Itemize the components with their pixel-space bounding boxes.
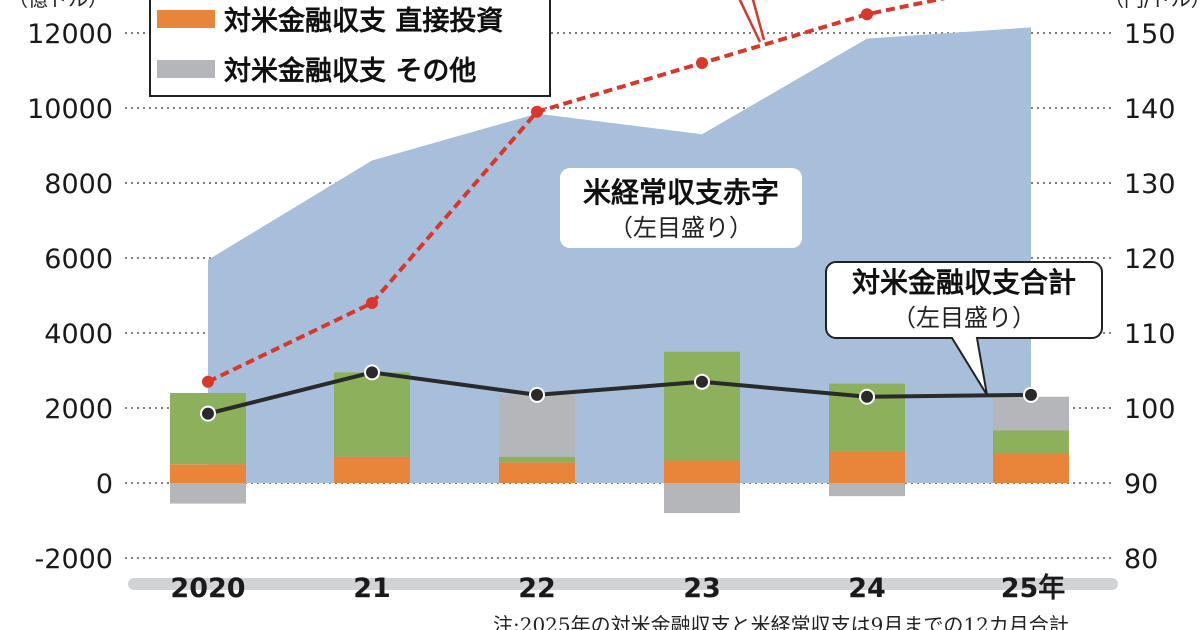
bar-segment (664, 351, 740, 461)
deficit-annotation: 米経常収支赤字 （左目盛り） (560, 168, 802, 248)
right-tick-label: 140 (1124, 94, 1176, 125)
category-label: 25年 (1001, 572, 1066, 604)
bar-segment (993, 453, 1069, 483)
bar-segment (499, 394, 575, 457)
left-tick-label: 2000 (44, 394, 113, 425)
bar-segment (499, 462, 575, 483)
legend-swatch-other (157, 60, 215, 78)
yen-dollar-line (202, 0, 946, 388)
right-tick-label: 90 (1124, 469, 1158, 500)
yen-line-point (202, 375, 214, 388)
yen-line-point (696, 57, 708, 69)
yen-label-pointer (738, 0, 766, 43)
right-tick-label: 110 (1124, 319, 1176, 350)
category-label: 21 (353, 573, 391, 604)
stacked-bars (170, 351, 1069, 513)
legend-label-other: 対米金融収支 その他 (224, 55, 476, 87)
legend-swatch-direct (157, 10, 215, 28)
yen-line-point (366, 297, 378, 309)
total-line-point (364, 364, 380, 381)
yen-line-point (861, 8, 873, 21)
left-axis-unit: （億ドル） (8, 0, 108, 11)
bar-segment (993, 430, 1069, 453)
bar-segment (664, 460, 740, 483)
right-tick-label: 130 (1124, 169, 1176, 200)
left-tick-label: -2000 (35, 544, 113, 575)
category-band: 2020 21 22 23 24 25年 (128, 572, 1118, 604)
right-tick-label: 150 (1124, 19, 1176, 50)
left-axis: 12000 10000 8000 6000 4000 2000 0 -2000 (27, 19, 113, 575)
total-annotation-title: 対米金融収支合計 (852, 266, 1076, 299)
total-line-point (200, 405, 216, 422)
bar-segment (170, 393, 246, 465)
category-label: 22 (518, 573, 556, 604)
category-label: 24 (848, 573, 886, 604)
total-line-point (529, 386, 545, 403)
total-line-point (859, 388, 875, 405)
total-line-point (1023, 386, 1039, 403)
total-annotation-callout (825, 261, 1103, 396)
left-tick-label: 6000 (44, 244, 113, 275)
category-band-bar (128, 578, 1118, 590)
legend: 対米金融収支 直接投資 対米金融収支 その他 (149, 0, 551, 97)
yen-line-path (207, 0, 946, 384)
bar-segment (499, 456, 575, 463)
left-tick-label: 0 (96, 469, 113, 500)
left-tick-label: 4000 (44, 319, 113, 350)
right-tick-label: 80 (1124, 544, 1158, 575)
deficit-annotation-title: 米経常収支赤字 (583, 176, 779, 209)
category-label: 23 (683, 573, 721, 604)
right-axis: 150 140 130 120 110 100 90 80 (1124, 19, 1176, 575)
bar-segment (170, 464, 246, 483)
deficit-annotation-sub: （左目盛り） (609, 214, 753, 242)
deficit-annotation-box (560, 168, 802, 248)
bar-segment (664, 483, 740, 513)
total-line (200, 364, 1039, 422)
legend-box (149, 0, 551, 97)
yen-line-point (531, 105, 543, 118)
right-tick-label: 100 (1124, 394, 1176, 425)
legend-label-direct: 対米金融収支 直接投資 (224, 5, 503, 37)
total-line-path (207, 370, 1032, 416)
bar-segment (334, 456, 410, 483)
current-account-deficit-area (208, 27, 1031, 483)
left-tick-label: 10000 (27, 94, 113, 125)
right-tick-label: 120 (1124, 244, 1176, 275)
left-tick-label: 8000 (44, 169, 113, 200)
bar-segment (829, 483, 905, 497)
total-annotation-sub: （左目盛り） (892, 304, 1036, 332)
footnote: 注:2025年の対米金融収支と米経常収支は9月までの12カ月合計 (493, 613, 1069, 630)
bar-segment (829, 451, 905, 483)
bar-segment (334, 372, 410, 457)
category-label: 2020 (170, 573, 245, 604)
bar-segment (170, 483, 246, 504)
right-axis-unit: （円/ドル） (1104, 0, 1200, 11)
total-line-point (694, 373, 710, 390)
left-tick-label: 12000 (27, 19, 113, 50)
total-annotation: 対米金融収支合計 （左目盛り） (825, 261, 1103, 396)
